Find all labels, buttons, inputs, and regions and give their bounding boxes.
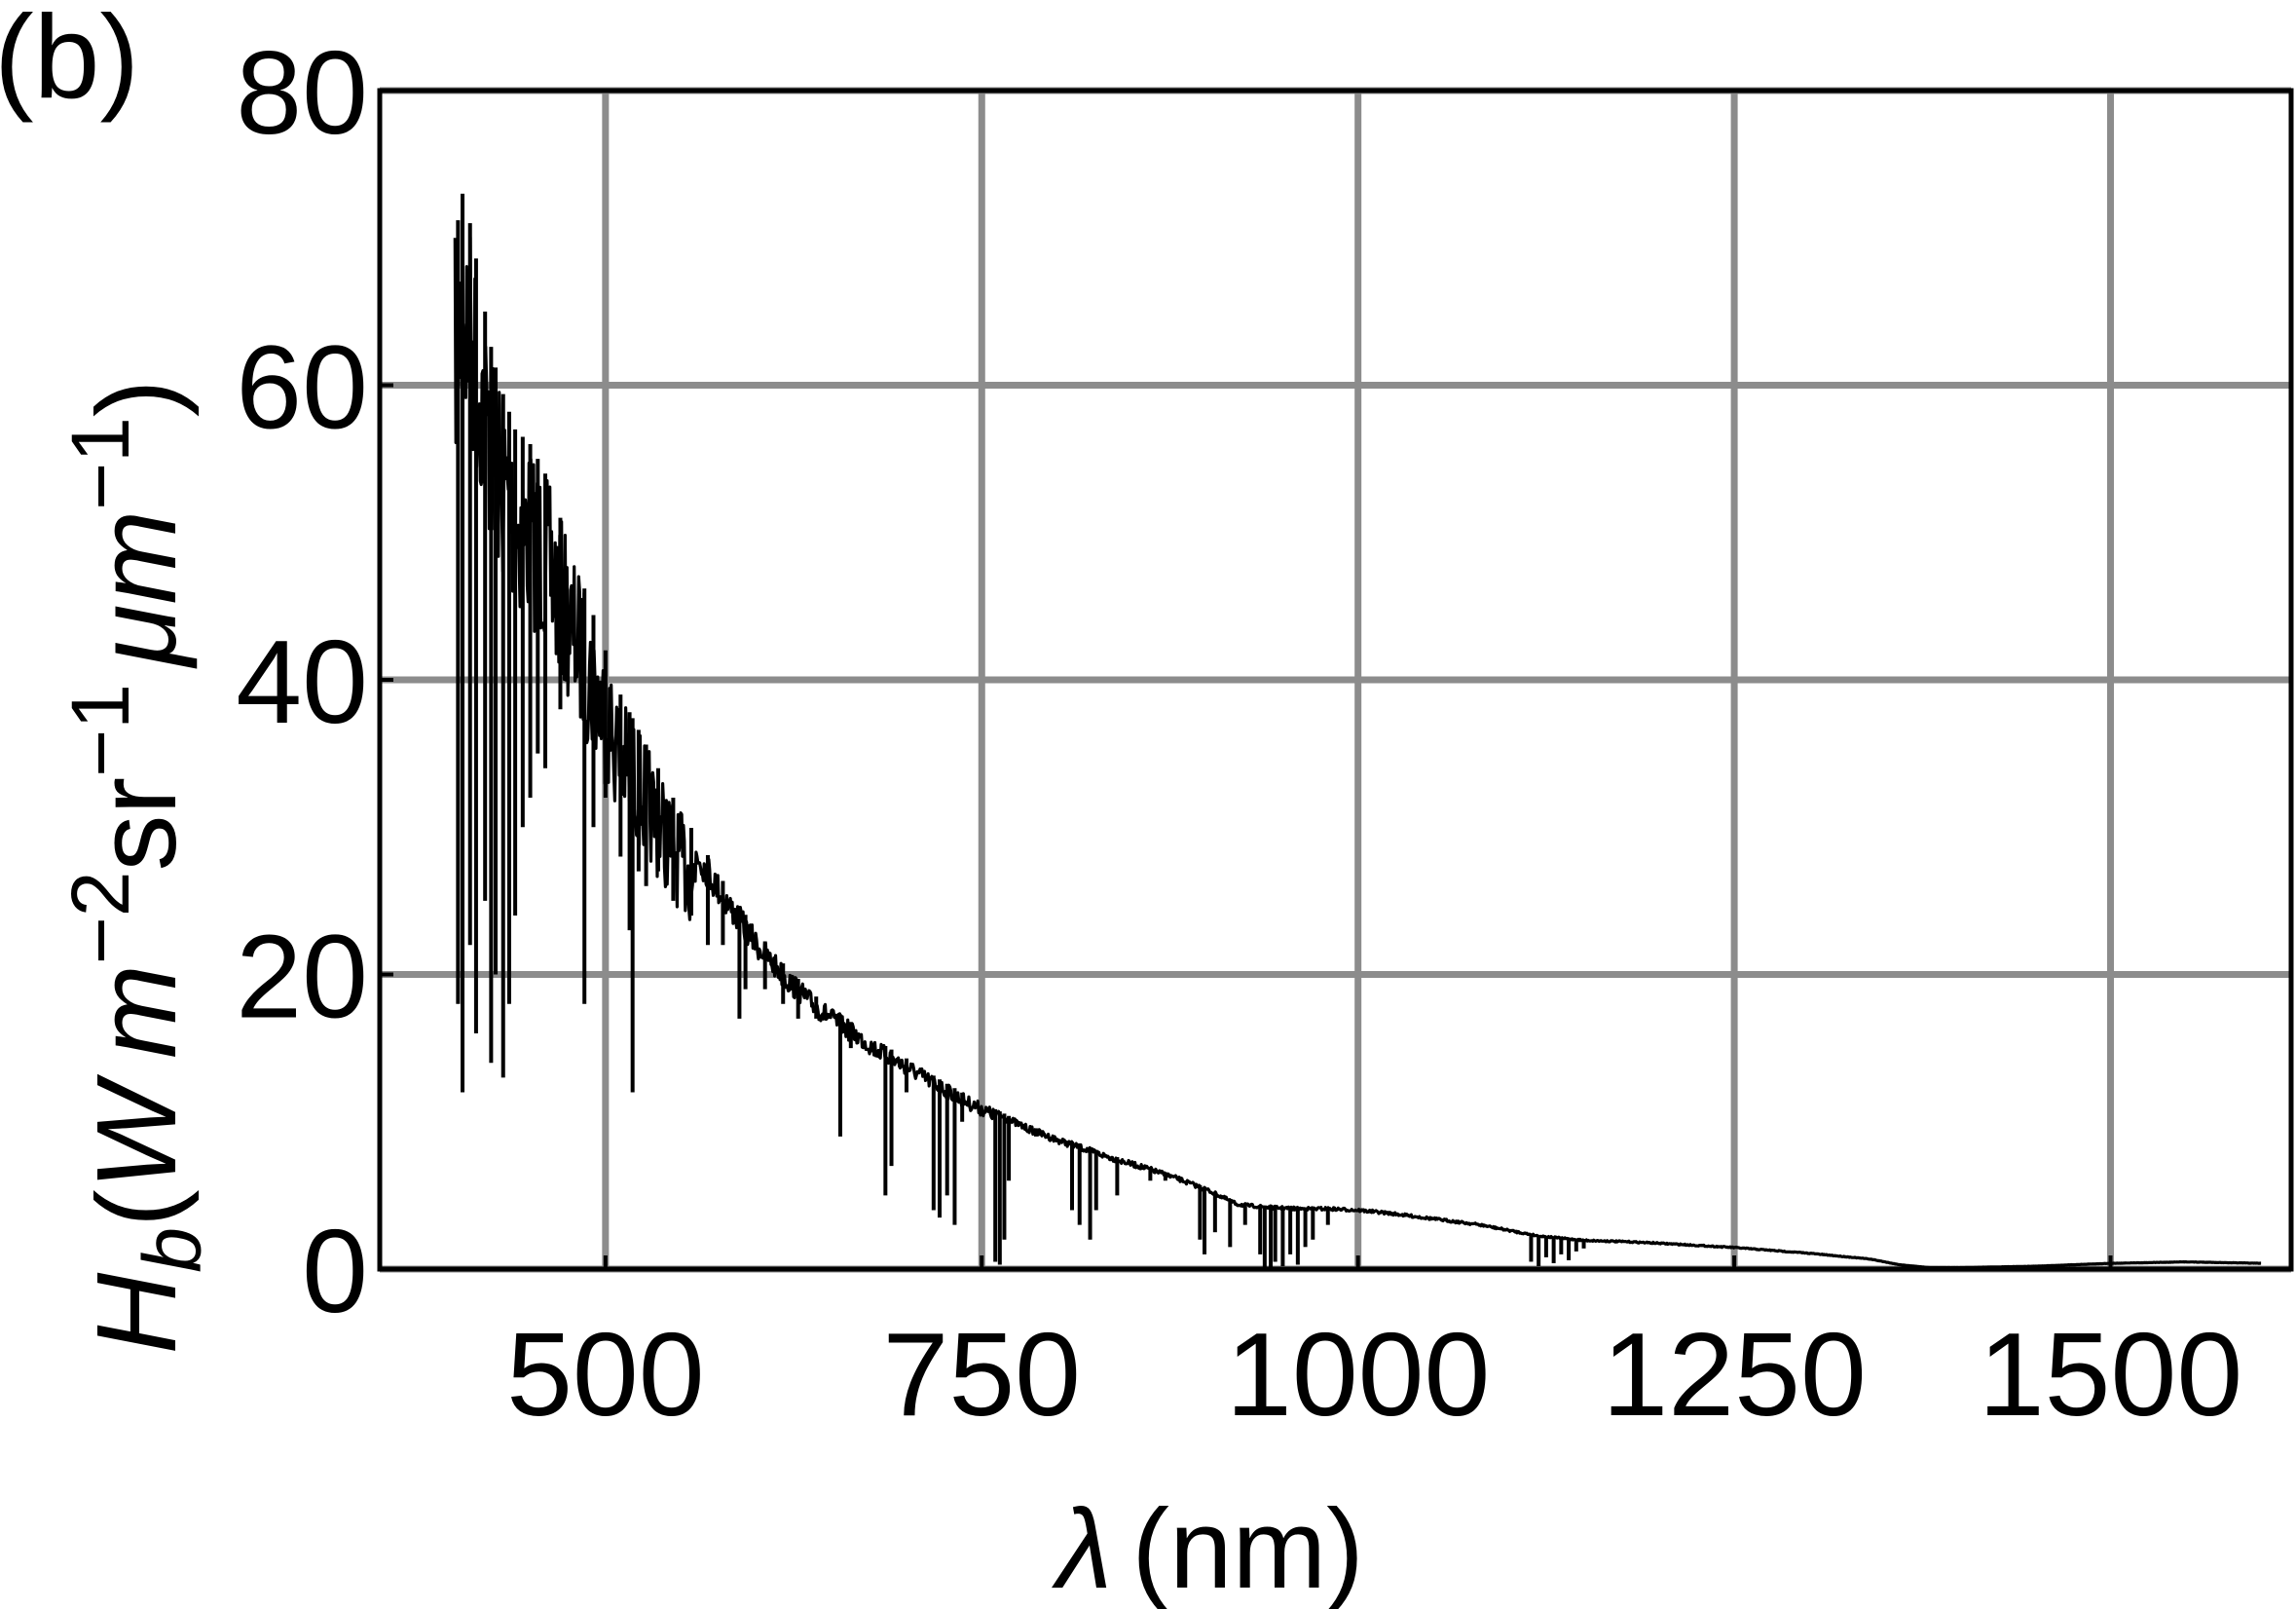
x-axis-unit: (nm) (1131, 1485, 1363, 1609)
grid (380, 87, 2291, 1273)
x-tick-label: 500 (506, 1308, 705, 1441)
x-tick-labels: 500 750 1000 1250 1500 (506, 1255, 2242, 1441)
x-tick-label: 1500 (1979, 1308, 2242, 1441)
x-axis-title: λ (nm) (1051, 1485, 1364, 1609)
y-axis-title: Hb(Wm−2sr−1μm−1) (55, 379, 218, 1354)
y-axis-symbol: H (73, 1273, 200, 1355)
plot-area (453, 193, 2262, 1270)
x-tick-label: 1250 (1602, 1308, 1866, 1441)
y-tick-label: 20 (236, 911, 368, 1043)
panel-label: (b) (0, 0, 139, 123)
y-tick-label: 40 (236, 616, 368, 748)
y-tick-label: 60 (236, 321, 368, 454)
y-tick-label: 0 (302, 1205, 368, 1337)
y-tick-labels: 0 20 40 60 80 (236, 26, 393, 1337)
x-tick-label: 1000 (1226, 1308, 1490, 1441)
y-axis-subscript: b (127, 1227, 218, 1273)
y-tick-label: 80 (236, 26, 368, 159)
x-tick-label: 750 (882, 1308, 1081, 1441)
x-axis-symbol: λ (1051, 1485, 1112, 1609)
